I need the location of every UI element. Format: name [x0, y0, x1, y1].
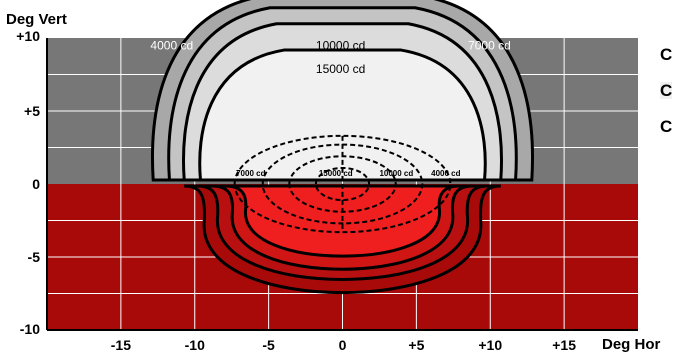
center-contour-label: 10000 cd: [379, 169, 413, 178]
upper-isocandela-contours: [150, 0, 535, 182]
upper-contour: [198, 48, 487, 182]
upper-contour-label: 15000 cd: [316, 62, 365, 76]
x-tick-label: -5: [262, 337, 275, 353]
x-tick-label: +10: [478, 337, 502, 353]
center-contour-label: 7000 cd: [236, 169, 265, 178]
x-tick-label: -10: [185, 337, 205, 353]
x-tick-label: +15: [552, 337, 576, 353]
y-tick-label: -10: [20, 321, 40, 337]
side-text-3: C: [660, 117, 673, 136]
dashed-contour: [288, 155, 397, 213]
axes: Deg Vert Deg Hor -15 -10 -5 0 +5 +10 +15 +10 +5 0…: [6, 11, 661, 353]
x-tick-label: 0: [339, 337, 347, 353]
dashed-contour: [314, 166, 371, 202]
x-tick-label: -15: [111, 337, 131, 353]
y-tick-label: +10: [16, 28, 40, 44]
contour-labels: 4000 cd 10000 cd 7000 cd 15000 cd 7000 cd 150…: [150, 39, 510, 178]
y-tick-label: -5: [28, 249, 41, 265]
upper-contour-label: 7000 cd: [468, 39, 511, 53]
upper-contour-label: 10000 cd: [316, 39, 365, 53]
upper-contour-label: 4000 cd: [150, 39, 193, 53]
y-tick-label: +5: [24, 103, 40, 119]
y-axis-title: Deg Vert: [6, 11, 67, 28]
side-text-1: C: [660, 45, 673, 64]
dashed-center-contours: [233, 134, 452, 234]
center-contour-label: 4000 cd: [431, 169, 460, 178]
dashed-contour: [261, 143, 424, 225]
side-text-2: C: [660, 81, 673, 100]
x-axis-title: Deg Hor: [602, 336, 661, 353]
x-tick-label: +5: [408, 337, 424, 353]
center-contour-label: 15000 cd: [319, 169, 353, 178]
y-tick-label: 0: [32, 176, 40, 192]
